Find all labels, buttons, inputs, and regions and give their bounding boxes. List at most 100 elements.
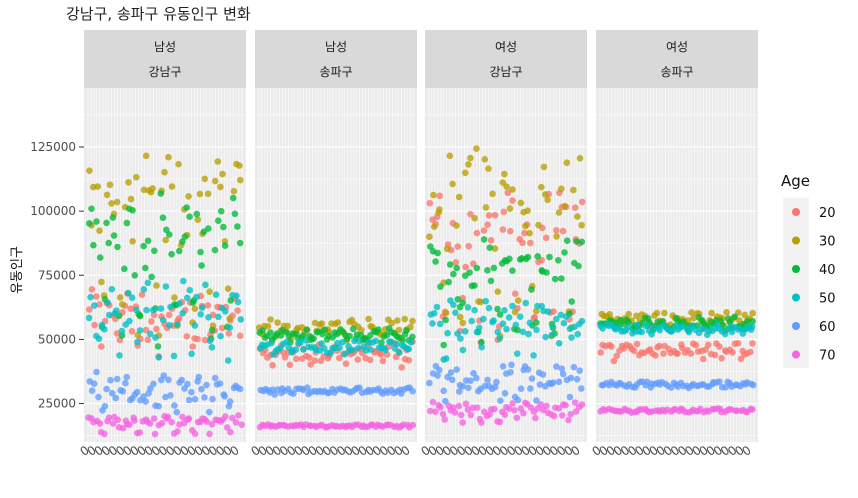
data-point — [215, 217, 222, 224]
legend-key — [792, 350, 800, 359]
data-point — [128, 328, 136, 335]
data-point — [183, 294, 191, 302]
data-point — [550, 412, 558, 420]
data-point — [734, 340, 742, 347]
data-point — [236, 239, 244, 247]
data-point — [513, 414, 521, 422]
data-point — [491, 383, 499, 391]
y-tick-label: 125000 — [30, 140, 76, 154]
data-point — [178, 376, 185, 384]
data-point — [126, 421, 133, 429]
data-point — [398, 364, 406, 371]
data-point — [548, 331, 556, 339]
data-point — [568, 334, 575, 341]
data-point — [473, 374, 480, 382]
data-point — [123, 219, 131, 227]
data-point — [699, 355, 707, 363]
data-point — [538, 183, 545, 191]
data-point — [396, 349, 403, 357]
data-point — [168, 418, 175, 426]
data-point — [236, 162, 243, 169]
data-point — [176, 300, 183, 307]
data-point — [527, 239, 534, 247]
data-point — [153, 325, 160, 333]
data-point — [409, 421, 417, 429]
data-point — [524, 253, 532, 261]
legend-key — [792, 322, 800, 330]
data-point — [509, 302, 516, 310]
data-point — [170, 352, 178, 360]
data-point — [179, 413, 186, 421]
data-point — [185, 415, 193, 422]
data-point — [149, 306, 157, 314]
data-point — [528, 286, 535, 293]
data-point — [209, 395, 216, 403]
data-point — [226, 398, 234, 405]
data-point — [574, 213, 581, 220]
legend-label: 40 — [819, 263, 836, 278]
data-point — [459, 319, 467, 327]
data-point — [367, 346, 374, 353]
data-point — [94, 183, 101, 190]
data-point — [351, 337, 358, 345]
data-point — [517, 385, 525, 393]
data-point — [204, 190, 212, 198]
data-point — [227, 428, 234, 436]
facet-strip — [84, 30, 246, 88]
y-tick-label: 75000 — [38, 268, 76, 282]
data-point — [171, 294, 178, 301]
data-point — [578, 401, 586, 408]
data-point — [610, 357, 618, 365]
data-point — [608, 343, 615, 350]
facet-strip-district: 송파구 — [319, 65, 352, 79]
data-point — [687, 350, 695, 357]
data-point — [462, 400, 470, 408]
data-point — [522, 222, 529, 230]
data-point — [542, 234, 550, 242]
data-point — [535, 221, 542, 229]
data-point — [299, 332, 307, 339]
data-point — [388, 338, 395, 346]
data-point — [292, 346, 300, 354]
data-point — [484, 376, 491, 384]
data-point — [748, 323, 756, 330]
data-point — [109, 214, 117, 221]
data-point — [462, 263, 469, 271]
data-point — [164, 413, 172, 421]
data-point — [540, 163, 548, 171]
data-point — [521, 229, 528, 237]
data-point — [457, 335, 464, 342]
data-point — [431, 223, 438, 230]
data-point — [439, 410, 447, 418]
data-point — [459, 383, 467, 390]
data-point — [480, 227, 488, 234]
data-point — [116, 294, 124, 301]
data-point — [267, 329, 274, 336]
data-point — [446, 261, 454, 268]
data-point — [140, 286, 148, 293]
facet-strip-sex: 여성 — [666, 40, 688, 54]
data-point — [497, 397, 504, 405]
data-point — [505, 314, 513, 321]
data-point — [191, 322, 199, 329]
data-point — [356, 338, 363, 345]
data-point — [475, 324, 483, 332]
data-point — [119, 388, 127, 395]
data-point — [304, 384, 311, 392]
data-point — [318, 320, 326, 327]
data-point — [427, 243, 434, 250]
data-point — [750, 381, 757, 389]
data-point — [358, 326, 365, 334]
data-point — [490, 264, 498, 272]
data-point — [194, 335, 201, 343]
data-point — [711, 351, 719, 359]
data-point — [470, 369, 477, 377]
data-point — [103, 191, 111, 199]
data-point — [88, 205, 95, 212]
data-point — [505, 405, 513, 413]
data-point — [501, 390, 509, 397]
data-point — [494, 328, 502, 336]
data-point — [154, 343, 162, 350]
data-point — [531, 314, 538, 321]
data-point — [504, 189, 512, 197]
